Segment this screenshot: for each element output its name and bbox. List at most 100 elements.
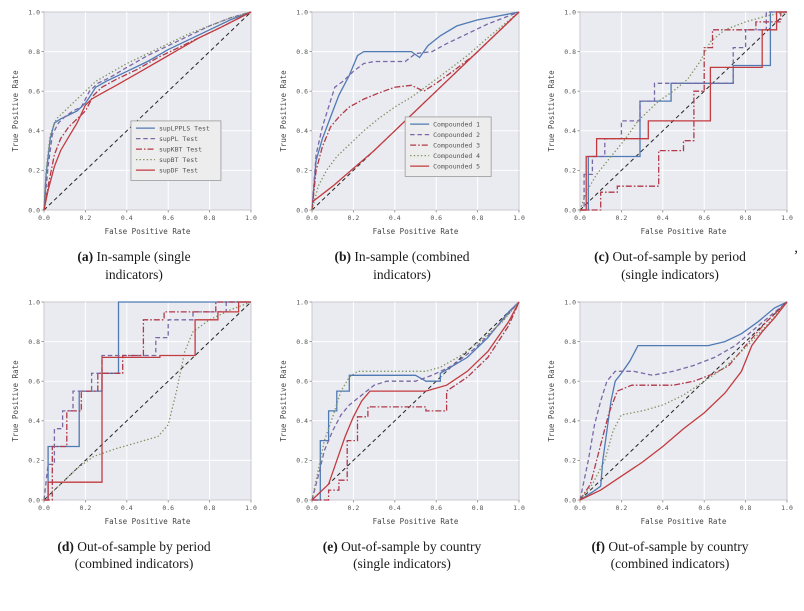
x-axis-label: False Positive Rate — [373, 517, 459, 526]
caption-e-line1: Out-of-sample by country — [341, 538, 482, 554]
y-tick-label: 0.8 — [564, 338, 576, 346]
legend-entry-label: supPL Test — [159, 135, 198, 143]
x-tick-label: 0.8 — [740, 214, 752, 222]
roc-chart-b: 0.0 0.2 0.4 0.6 0.8 1.0 0.0 0.2 0.4 0.6 0.8 1.0 Fals… — [278, 6, 526, 238]
caption-a-line1: In-sample (single — [96, 249, 191, 264]
legend-entry-label: Compounded 1 — [433, 120, 480, 128]
stray-comma-text: , — [794, 240, 798, 256]
x-tick-label: 0.0 — [38, 504, 50, 512]
diagonal-reference-line — [579, 301, 788, 500]
x-tick-label: 0.2 — [80, 504, 92, 512]
roc-curve — [579, 301, 788, 501]
subfigure-a: 0.0 0.2 0.4 0.6 0.8 1.0 0.0 0.2 0.4 0.6 0.8 1.0 Fals… — [10, 6, 258, 284]
x-tick-label: 0.2 — [80, 214, 92, 222]
roc-curve — [43, 11, 252, 211]
roc-curve — [579, 301, 788, 500]
x-tick-label: 0.6 — [698, 214, 710, 222]
y-tick-label: 0.0 — [28, 206, 40, 214]
roc-curve — [579, 301, 788, 501]
x-tick-label: 0.6 — [698, 504, 710, 512]
y-tick-label: 0.2 — [564, 167, 576, 175]
y-axis-label: True Positive Rate — [11, 70, 20, 152]
y-tick-label: 0.4 — [28, 127, 40, 135]
caption-f: (f) Out-of-sample by country (combined i… — [591, 538, 748, 574]
caption-e: (e) Out-of-sample by country (single ind… — [323, 538, 482, 574]
x-tick-label: 0.4 — [389, 504, 401, 512]
legend-entry-label: Compounded 2 — [433, 131, 480, 139]
x-axis-label: False Positive Rate — [105, 517, 191, 526]
roc-chart-d: 0.0 0.2 0.4 0.6 0.8 1.0 0.0 0.2 0.4 0.6 0.8 1.0 Fals… — [10, 296, 258, 528]
caption-a: (a) In-sample (single indicators) — [77, 248, 190, 284]
x-tick-label: 1.0 — [781, 214, 793, 222]
y-tick-label: 0.2 — [296, 456, 308, 464]
y-tick-label: 0.2 — [28, 167, 40, 175]
y-tick-label: 0.8 — [296, 338, 308, 346]
caption-d-line1: Out-of-sample by period — [77, 538, 211, 554]
y-tick-label: 0.0 — [296, 496, 308, 504]
y-axis-label: True Positive Rate — [279, 70, 288, 152]
roc-plot-c: 0.0 0.2 0.4 0.6 0.8 1.0 0.0 0.2 0.4 0.6 0.8 1.0 Fals… — [547, 8, 793, 236]
x-tick-label: 0.6 — [430, 214, 442, 222]
roc-curve — [579, 301, 788, 500]
x-tick-label: 1.0 — [245, 214, 257, 222]
x-tick-label: 0.2 — [348, 214, 360, 222]
y-tick-label: 0.4 — [564, 127, 576, 135]
x-tick-label: 1.0 — [245, 504, 257, 512]
roc-curve — [580, 11, 787, 211]
caption-f-tag: (f) — [591, 538, 605, 554]
x-tick-label: 0.4 — [121, 504, 133, 512]
x-tick-label: 0.2 — [348, 504, 360, 512]
x-tick-label: 0.8 — [472, 214, 484, 222]
y-tick-label: 0.6 — [564, 88, 576, 96]
y-tick-label: 0.0 — [28, 496, 40, 504]
y-tick-label: 1.0 — [564, 8, 576, 16]
y-axis-label: True Positive Rate — [547, 70, 556, 152]
y-tick-label: 0.8 — [564, 48, 576, 56]
roc-curve — [43, 11, 252, 211]
y-tick-label: 1.0 — [28, 298, 40, 306]
caption-d-tag: (d) — [57, 538, 74, 554]
y-tick-label: 0.0 — [564, 206, 576, 214]
caption-e-line2: (single indicators) — [353, 556, 451, 572]
caption-c-line1: Out-of-sample by period — [612, 249, 746, 264]
roc-curve — [311, 11, 520, 211]
subfigure-f: 0.0 0.2 0.4 0.6 0.8 1.0 0.0 0.2 0.4 0.6 0.8 1.0 Fals… — [546, 296, 794, 574]
roc-curve — [579, 11, 788, 211]
x-tick-label: 0.2 — [616, 214, 628, 222]
x-tick-label: 0.4 — [389, 214, 401, 222]
roc-curve — [580, 11, 787, 211]
y-tick-label: 0.4 — [28, 417, 40, 425]
roc-plot-d: 0.0 0.2 0.4 0.6 0.8 1.0 0.0 0.2 0.4 0.6 0.8 1.0 Fals… — [11, 298, 257, 526]
caption-c-tag: (c) — [594, 249, 610, 264]
roc-curve — [312, 301, 520, 501]
figure-grid: 0.0 0.2 0.4 0.6 0.8 1.0 0.0 0.2 0.4 0.6 0.8 1.0 Fals… — [10, 6, 794, 574]
x-tick-label: 0.8 — [204, 214, 216, 222]
roc-chart-a: 0.0 0.2 0.4 0.6 0.8 1.0 0.0 0.2 0.4 0.6 0.8 1.0 Fals… — [10, 6, 258, 238]
x-tick-label: 0.8 — [472, 504, 484, 512]
roc-curve — [311, 301, 520, 501]
roc-plot-a: 0.0 0.2 0.4 0.6 0.8 1.0 0.0 0.2 0.4 0.6 0.8 1.0 Fals… — [11, 8, 257, 236]
x-tick-label: 0.4 — [121, 214, 133, 222]
diagonal-reference-line — [311, 301, 520, 500]
caption-e-tag: (e) — [322, 538, 338, 554]
x-tick-label: 0.0 — [306, 504, 318, 512]
y-tick-label: 0.2 — [296, 167, 308, 175]
roc-curve — [311, 301, 520, 500]
roc-curve — [311, 11, 520, 211]
y-tick-label: 0.6 — [28, 377, 40, 385]
roc-chart-f: 0.0 0.2 0.4 0.6 0.8 1.0 0.0 0.2 0.4 0.6 0.8 1.0 Fals… — [546, 296, 794, 528]
caption-c-line2: (single indicators) — [621, 266, 719, 282]
y-tick-label: 0.0 — [296, 206, 308, 214]
x-tick-label: 1.0 — [513, 504, 525, 512]
roc-curve — [43, 11, 252, 211]
y-tick-label: 1.0 — [28, 8, 40, 16]
y-tick-label: 0.0 — [564, 496, 576, 504]
x-tick-label: 0.4 — [657, 504, 669, 512]
caption-b-tag: (b) — [334, 249, 352, 264]
roc-curve — [44, 300, 251, 501]
legend-entry-label: supKBT Test — [159, 145, 202, 153]
roc-curve — [580, 11, 787, 211]
diagonal-reference-line — [579, 11, 788, 211]
roc-curve — [311, 11, 520, 211]
roc-plot-f: 0.0 0.2 0.4 0.6 0.8 1.0 0.0 0.2 0.4 0.6 0.8 1.0 Fals… — [547, 298, 793, 526]
